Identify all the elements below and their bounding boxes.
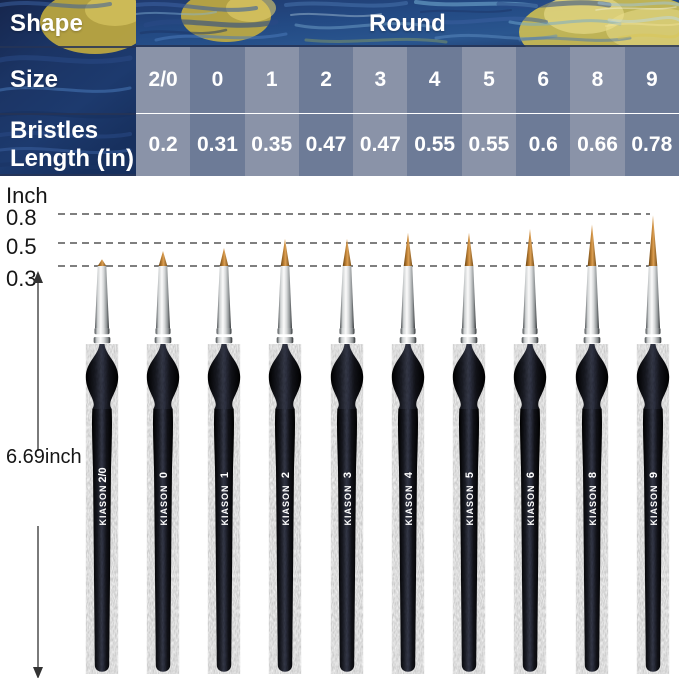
svg-text:KIASON: KIASON — [98, 484, 108, 525]
svg-text:8: 8 — [587, 472, 599, 478]
svg-text:KIASON: KIASON — [220, 484, 230, 525]
svg-text:KIASON: KIASON — [281, 484, 291, 525]
svg-text:KIASON: KIASON — [465, 484, 475, 525]
svg-text:KIASON: KIASON — [404, 484, 414, 525]
svg-text:6: 6 — [525, 472, 537, 478]
svg-text:2/0: 2/0 — [97, 467, 109, 482]
svg-text:2: 2 — [280, 472, 292, 478]
svg-text:KIASON: KIASON — [159, 484, 169, 525]
svg-text:KIASON: KIASON — [526, 484, 536, 525]
svg-text:3: 3 — [342, 472, 354, 478]
svg-text:KIASON: KIASON — [588, 484, 598, 525]
svg-text:9: 9 — [648, 472, 660, 478]
svg-text:KIASON: KIASON — [649, 484, 659, 525]
svg-text:0: 0 — [158, 472, 170, 478]
svg-text:4: 4 — [403, 471, 415, 478]
svg-text:1: 1 — [219, 472, 231, 478]
svg-text:5: 5 — [464, 472, 476, 478]
svg-text:KIASON: KIASON — [343, 484, 353, 525]
